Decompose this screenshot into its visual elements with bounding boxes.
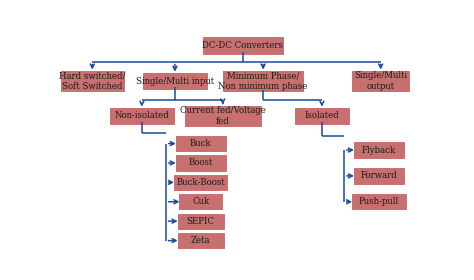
FancyBboxPatch shape — [295, 108, 349, 124]
FancyBboxPatch shape — [185, 106, 261, 126]
FancyBboxPatch shape — [203, 37, 283, 54]
FancyBboxPatch shape — [176, 155, 226, 171]
FancyBboxPatch shape — [354, 168, 404, 184]
FancyBboxPatch shape — [178, 214, 224, 229]
FancyBboxPatch shape — [61, 71, 124, 91]
Text: Non-isolated: Non-isolated — [114, 111, 169, 120]
Text: Push-pull: Push-pull — [359, 197, 399, 206]
Text: Cuk: Cuk — [192, 197, 210, 206]
Text: Isolated: Isolated — [304, 111, 339, 120]
Text: Single/Multi input: Single/Multi input — [136, 76, 214, 85]
Text: Buck: Buck — [190, 139, 211, 148]
FancyBboxPatch shape — [352, 194, 406, 209]
FancyBboxPatch shape — [179, 194, 222, 209]
FancyBboxPatch shape — [176, 136, 226, 151]
Text: SEPIC: SEPIC — [187, 217, 215, 226]
FancyBboxPatch shape — [174, 175, 228, 190]
Text: Hard switched/
Soft Switched: Hard switched/ Soft Switched — [59, 71, 126, 91]
Text: Current fed/Voltage
fed: Current fed/Voltage fed — [180, 106, 265, 126]
FancyBboxPatch shape — [143, 73, 207, 89]
FancyBboxPatch shape — [354, 142, 404, 158]
Text: Single/Multi
output: Single/Multi output — [354, 71, 407, 91]
Text: Minimum Phase/
Non minimum phase: Minimum Phase/ Non minimum phase — [219, 71, 308, 91]
Text: Forward: Forward — [360, 171, 397, 180]
FancyBboxPatch shape — [223, 71, 303, 91]
Text: Flyback: Flyback — [362, 146, 396, 155]
FancyBboxPatch shape — [178, 233, 224, 248]
Text: DC-DC Converters: DC-DC Converters — [202, 41, 283, 50]
FancyBboxPatch shape — [352, 71, 410, 91]
FancyBboxPatch shape — [109, 108, 174, 124]
Text: Buck-Boost: Buck-Boost — [176, 178, 225, 187]
Text: Zeta: Zeta — [191, 236, 210, 245]
Text: Boost: Boost — [189, 158, 213, 167]
